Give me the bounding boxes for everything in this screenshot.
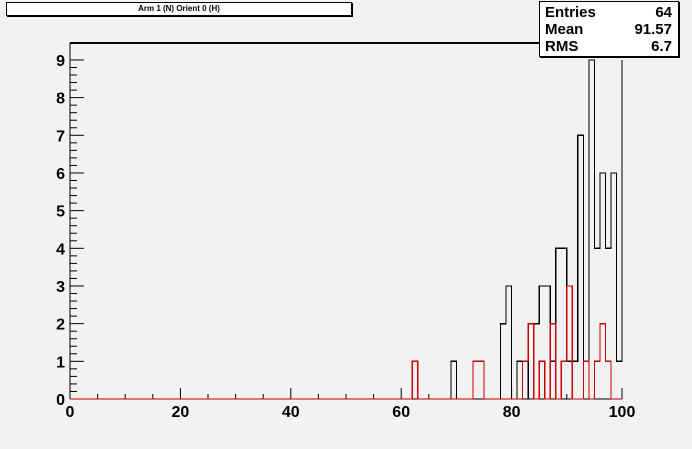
stats-entries-value: 64: [655, 4, 672, 21]
series-black-outline: [70, 59, 623, 400]
x-tick-label: 100: [609, 404, 636, 421]
series-layer: [70, 59, 623, 400]
x-tick-label: 40: [282, 404, 300, 421]
stats-rms-row: RMS 6.7: [545, 38, 672, 55]
x-tick-label: 0: [66, 404, 75, 421]
stats-mean-value: 91.57: [634, 21, 672, 38]
stats-box: Entries 64 Mean 91.57 RMS 6.7: [539, 1, 679, 57]
y-tick-label: 5: [56, 204, 65, 221]
y-tick-label: 7: [56, 128, 65, 145]
x-tick-label: 20: [172, 404, 190, 421]
series-red-outline: [70, 285, 622, 400]
axes-layer: 0 1 2 3 4 5 6 7 8 9 0 20 40 60 80 100: [56, 42, 636, 421]
stats-rms-label: RMS: [545, 38, 579, 55]
y-tick-label: 9: [56, 53, 65, 70]
x-tick-label: 80: [503, 404, 521, 421]
y-tick-label: 6: [56, 166, 65, 183]
chart-title: Arm 1 (N) Orient 0 (H): [6, 2, 352, 16]
y-tick-label: 2: [56, 317, 65, 334]
y-tick-label: 4: [56, 241, 65, 258]
stats-entries-row: Entries 64: [545, 4, 672, 21]
x-tick-label: 60: [392, 404, 410, 421]
stats-entries-label: Entries: [545, 4, 596, 21]
stats-mean-row: Mean 91.57: [545, 21, 672, 38]
y-tick-label: 0: [56, 392, 65, 409]
stats-rms-value: 6.7: [651, 38, 672, 55]
stats-mean-label: Mean: [545, 21, 584, 38]
y-tick-label: 8: [56, 91, 65, 108]
y-tick-label: 3: [56, 279, 65, 296]
y-tick-label: 1: [56, 354, 65, 371]
